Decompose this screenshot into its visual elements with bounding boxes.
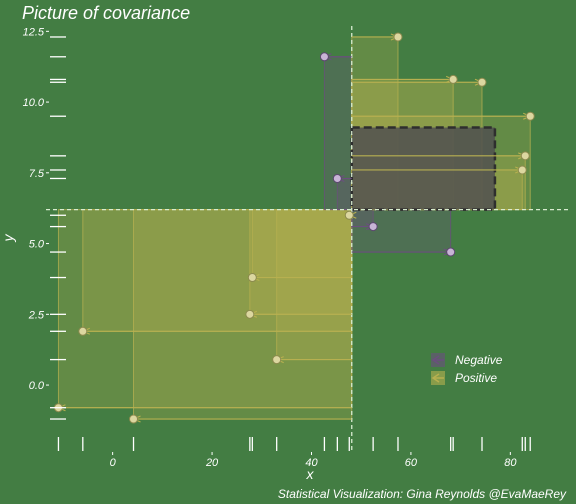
- y-tick-label-2: 5.0: [29, 239, 45, 251]
- covariance-rect-6: [276, 209, 353, 361]
- legend: Negative Positive: [431, 353, 503, 385]
- x-tick-label-2: 40: [305, 457, 318, 469]
- covariance-rect-1: [57, 209, 353, 409]
- mean-covariance-rectangle: [350, 126, 497, 211]
- point-15: [517, 165, 527, 175]
- mean-rect: [350, 126, 497, 211]
- legend-label-positive: Positive: [455, 371, 497, 385]
- y-tick-label-0: 0.0: [29, 380, 45, 392]
- point-4: [245, 309, 255, 319]
- data-points: [53, 32, 535, 424]
- y-tick-label-3: 7.5: [29, 168, 45, 180]
- point-5: [247, 273, 257, 283]
- point-11: [393, 32, 403, 42]
- mean-guide-lines: [46, 26, 569, 450]
- x-tick-label-4: 80: [504, 457, 517, 469]
- y-tick-label-4: 10.0: [23, 97, 45, 109]
- point-10: [368, 222, 378, 232]
- covariance-rect-8: [336, 177, 353, 211]
- covariance-rect-12: [351, 209, 452, 253]
- point-13: [448, 74, 458, 84]
- point-14: [477, 77, 487, 87]
- deviation-arrows: [57, 33, 532, 423]
- point-17: [525, 111, 535, 121]
- covariance-rect-4: [249, 209, 353, 315]
- point-16: [520, 151, 530, 161]
- point-3: [129, 414, 139, 424]
- legend-arrow-positive: [431, 373, 440, 383]
- point-12: [446, 247, 456, 257]
- point-8: [332, 173, 342, 183]
- y-tick-label-1: 2.5: [28, 309, 45, 321]
- x-tick-label-3: 60: [405, 457, 418, 469]
- covariance-rect-2: [82, 209, 353, 332]
- x-axis-title: x: [306, 466, 315, 482]
- covariance-rect-5: [251, 209, 353, 279]
- point-2: [78, 326, 88, 336]
- y-axis-title: y: [0, 234, 16, 243]
- axis-ticks: 0.0 2.5 5.0 7.5 10.0 12.5 0 20 40 60 80: [23, 26, 518, 469]
- point-9: [344, 210, 354, 220]
- y-tick-label-5: 12.5: [23, 26, 45, 38]
- rug-marks: [50, 36, 531, 451]
- chart-title: Picture of covariance: [22, 3, 190, 23]
- legend-label-negative: Negative: [455, 353, 503, 367]
- x-tick-label-1: 20: [205, 457, 219, 469]
- x-tick-label-0: 0: [110, 457, 117, 469]
- chart-caption: Statistical Visualization: Gina Reynolds…: [278, 487, 567, 501]
- legend-arrow-negative: [431, 355, 440, 365]
- point-7: [319, 52, 329, 62]
- point-6: [272, 355, 282, 365]
